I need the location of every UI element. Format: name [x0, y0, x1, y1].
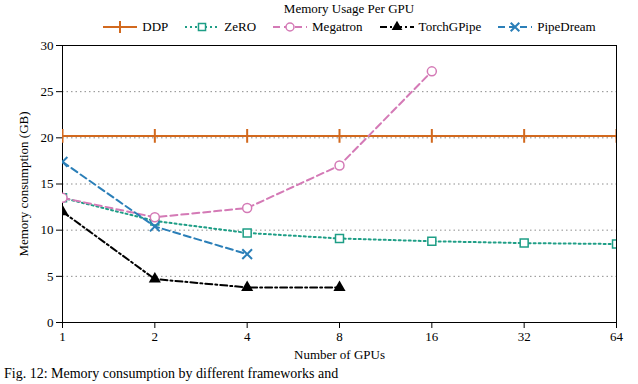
html-text:Memory Usage Per GPU: Memory Usage Per GPU	[283, 1, 415, 16]
svg-text:2: 2	[152, 329, 159, 344]
svg-text:4: 4	[244, 329, 251, 344]
svg-text:16: 16	[425, 329, 439, 344]
html-text:Megatron: Megatron	[312, 19, 363, 34]
svg-text:5: 5	[47, 268, 54, 283]
html-text:PipeDream: PipeDream	[537, 19, 596, 34]
svg-text:Number of GPUs: Number of GPUs	[294, 347, 385, 362]
svg-text:1: 1	[59, 329, 66, 344]
svg-text:32: 32	[518, 329, 531, 344]
html-text:TorchGPipe: TorchGPipe	[418, 19, 482, 34]
html-text:ZeRO: ZeRO	[224, 19, 257, 34]
svg-text:15: 15	[41, 176, 54, 191]
svg-text:8: 8	[336, 329, 343, 344]
html-text:DDP: DDP	[142, 19, 169, 34]
svg-text:64: 64	[610, 329, 624, 344]
html-text:Fig. 12: Memory consumption by: Fig. 12: Memory consumption by different…	[4, 366, 339, 381]
svg-text:10: 10	[41, 222, 54, 237]
svg-text:25: 25	[41, 84, 54, 99]
svg-text:0: 0	[47, 315, 54, 330]
svg-text:20: 20	[41, 130, 54, 145]
svg-text:Memory consumption (GB): Memory consumption (GB)	[16, 111, 31, 256]
svg-text:30: 30	[41, 38, 54, 53]
